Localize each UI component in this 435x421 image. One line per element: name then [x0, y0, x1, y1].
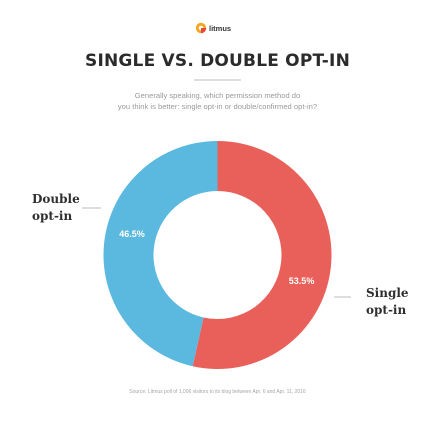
subtitle-line-1: Generally speaking, which permission met…	[135, 91, 300, 100]
value-label-single: 53.5%	[289, 276, 315, 286]
logo-text: litmus	[209, 24, 231, 33]
category-label-single-line1: Single	[366, 286, 409, 300]
donut-slice-single	[192, 141, 332, 369]
value-label-double: 46.5%	[119, 229, 145, 239]
category-label-double-line1: Double	[32, 192, 80, 206]
litmus-logo-icon	[195, 22, 207, 34]
litmus-logo: litmus	[195, 22, 231, 34]
callout-double: Double opt-in	[32, 192, 101, 223]
source-note: Source: Litmus poll of 1,006 visitors to…	[129, 389, 306, 395]
category-label-double-line2: opt-in	[32, 209, 72, 223]
donut-slice-double	[103, 141, 218, 367]
donut-chart: 53.5% 46.5%	[103, 141, 332, 369]
page-title: SINGLE VS. DOUBLE OPT-IN	[85, 51, 350, 71]
callout-single: Single opt-in	[334, 286, 409, 317]
subtitle-line-2: you think is better: single opt-in or do…	[118, 102, 317, 111]
category-label-single-line2: opt-in	[366, 303, 406, 317]
